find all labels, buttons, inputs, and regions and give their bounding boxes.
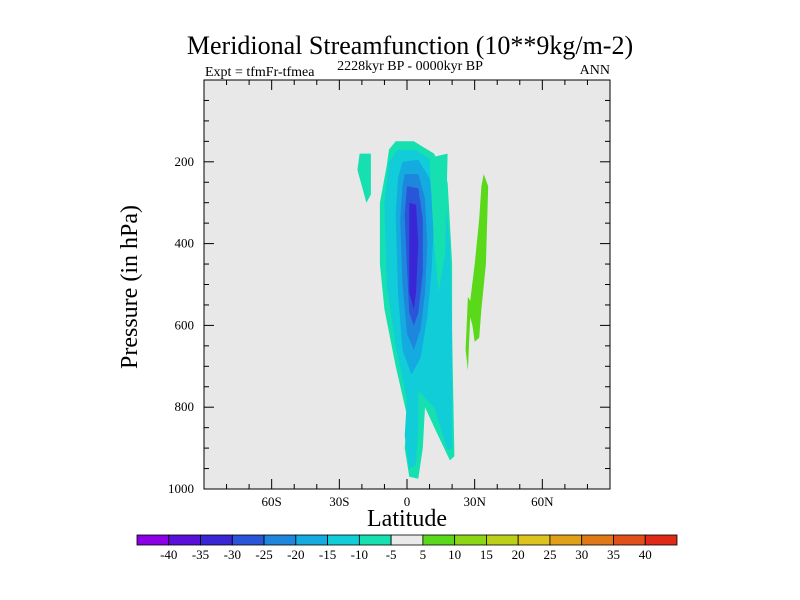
colorbar: -40 -35 -30 -25 -20 -15 -10 -5 5 10 15 20 25 30 35 40 [136, 534, 678, 562]
colorbar-label: -40 [160, 547, 177, 562]
region-core-minus30 [409, 202, 419, 309]
colorbar-swatch [358, 534, 392, 546]
colorbar-label: -20 [287, 547, 304, 562]
colorbar-swatch [327, 534, 360, 546]
colorbar-swatch [295, 534, 328, 546]
colorbar-label: 30 [575, 547, 588, 562]
colorbar-label: 10 [448, 547, 461, 562]
chart-subtitle-center: 2228kyr BP - 0000kyr BP [337, 59, 483, 74]
colorbar-swatch [231, 534, 265, 546]
y-tick-label: 800 [175, 399, 195, 414]
x-tick-label: 30S [329, 494, 349, 509]
chart-subtitle-left: Expt = tfmFr-tfmea [205, 65, 315, 80]
colorbar-label: -5 [386, 547, 397, 562]
colorbar-swatch [454, 534, 487, 546]
colorbar-swatch [168, 534, 201, 546]
colorbar-label: 35 [607, 547, 620, 562]
x-axis-ticks: 60S 30S 0 30N 60N [203, 80, 611, 509]
chart-subtitle-right: ANN [580, 63, 610, 78]
y-tick-label: 200 [175, 154, 195, 169]
x-axis-label: Latitude [367, 506, 447, 532]
colorbar-label: 15 [480, 547, 493, 562]
x-tick-label: 0 [404, 494, 411, 509]
colorbar-label: 40 [639, 547, 652, 562]
colorbar-swatch [200, 534, 233, 546]
colorbar-label: 20 [512, 547, 525, 562]
y-tick-label: 1000 [168, 481, 194, 496]
colorbar-swatch [136, 534, 170, 546]
colorbar-label: -15 [319, 547, 336, 562]
colorbar-label: -30 [224, 547, 241, 562]
y-axis-label: Pressure (in hPa) [117, 205, 143, 369]
colorbar-label: 25 [543, 547, 556, 562]
x-tick-label: 30N [463, 494, 486, 509]
y-tick-label: 600 [175, 317, 195, 332]
x-tick-label: 60N [531, 494, 554, 509]
colorbar-swatch [613, 534, 646, 546]
y-axis-ticks: 200 400 600 800 1000 [168, 99, 610, 496]
region-north-stripe [429, 153, 448, 293]
colorbar-swatch [644, 534, 678, 546]
colorbar-swatch [422, 534, 456, 546]
colorbar-swatch [390, 534, 424, 546]
colorbar-swatch [486, 534, 519, 546]
region-positive-strip [465, 174, 489, 371]
colorbar-swatch [549, 534, 583, 546]
colorbar-swatch [581, 534, 614, 546]
colorbar-swatch [517, 534, 551, 546]
colorbar-swatch [263, 534, 297, 546]
colorbar-label: -35 [192, 547, 209, 562]
colorbar-label: -25 [255, 547, 272, 562]
y-tick-label: 400 [175, 236, 195, 251]
x-tick-label: 60S [262, 494, 282, 509]
colorbar-label: 5 [420, 547, 427, 562]
region-left-blob [357, 153, 371, 203]
colorbar-label: -10 [351, 547, 368, 562]
contour-regions [357, 141, 489, 479]
chart-title: Meridional Streamfunction (10**9kg/m-2) [187, 31, 633, 60]
